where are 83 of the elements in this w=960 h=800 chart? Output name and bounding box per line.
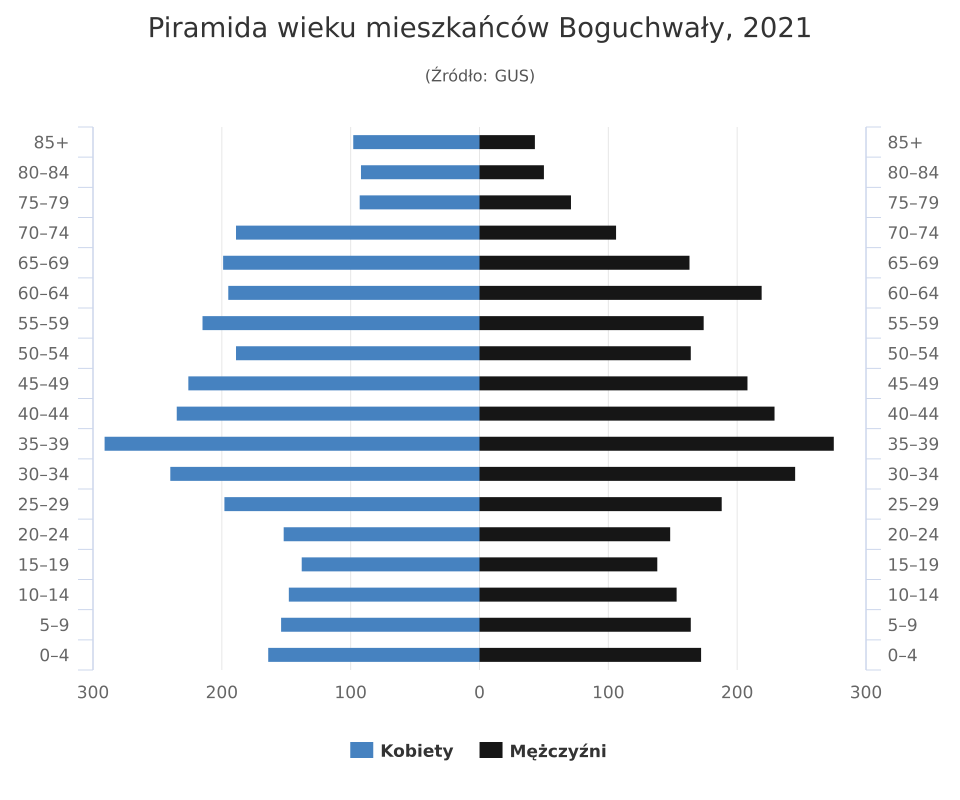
bar <box>480 527 670 542</box>
chart-subtitle: (Źródło: GUS) <box>426 66 534 84</box>
x-tick-label: 200 <box>722 686 752 698</box>
bar <box>480 436 834 451</box>
y2-tick-label: 60–64 <box>18 286 69 300</box>
bar <box>480 135 535 150</box>
y-tick-label: 15–19 <box>889 558 938 571</box>
bar <box>288 588 480 602</box>
y-tick-label: 0–4 <box>888 648 917 662</box>
x-tick-label: 300 <box>851 686 882 698</box>
bar <box>188 376 480 390</box>
x-tick-label: 200 <box>206 686 237 698</box>
bar <box>228 286 480 300</box>
bar <box>284 527 480 542</box>
bar <box>480 256 690 270</box>
y-tick-label: 85+ <box>888 136 922 149</box>
bar <box>480 165 544 180</box>
bar <box>480 618 691 632</box>
y-tick-label: 30–34 <box>888 467 938 480</box>
y2-tick-label: 70–74 <box>19 226 69 240</box>
bar <box>268 648 480 662</box>
bar <box>480 497 722 512</box>
bar <box>176 406 480 421</box>
y-tick-label: 65–69 <box>888 256 938 270</box>
bar <box>281 618 480 632</box>
y2-tick-label: 25–29 <box>18 498 68 511</box>
y-tick-label: 25–29 <box>888 498 938 511</box>
y2-tick-label: 85+ <box>34 136 68 149</box>
bar <box>223 256 480 270</box>
y-tick-label: 40–44 <box>888 407 938 420</box>
bar <box>224 497 480 512</box>
bar <box>353 135 480 150</box>
bar <box>480 195 571 210</box>
x-tick-label: 300 <box>78 686 108 698</box>
y2-tick-label: 40–44 <box>18 407 69 420</box>
y-tick-label: 70–74 <box>888 226 938 240</box>
y-tick-label: 50–54 <box>888 346 938 360</box>
y-tick-label: 5–9 <box>888 618 916 632</box>
y-tick-label: 75–79 <box>888 196 938 209</box>
bar <box>480 466 796 481</box>
legend-label: Mężczyźni <box>511 743 606 761</box>
bar <box>360 195 480 210</box>
y-tick-label: 60–64 <box>888 286 938 300</box>
y2-tick-label: 15–19 <box>20 558 68 571</box>
bar <box>202 316 480 330</box>
y-tick-label: 10–14 <box>889 588 938 602</box>
y-tick-label: 80–84 <box>888 166 938 179</box>
bar <box>302 557 480 572</box>
bar <box>480 588 677 602</box>
y2-tick-label: 80–84 <box>18 166 69 179</box>
y2-tick-label: 65–69 <box>18 256 68 270</box>
bar <box>480 346 691 360</box>
bar <box>480 376 748 390</box>
y-tick-label: 35–39 <box>888 437 938 450</box>
bar <box>480 648 702 662</box>
y2-tick-label: 35–39 <box>19 437 68 450</box>
y2-tick-label: 55–59 <box>19 316 68 330</box>
y2-tick-label: 20–24 <box>18 528 69 541</box>
bar <box>480 316 704 330</box>
y2-tick-label: 50–54 <box>19 346 69 360</box>
bar <box>236 346 480 360</box>
y2-tick-label: 5–9 <box>40 618 68 632</box>
bar <box>480 226 616 240</box>
bar <box>480 286 762 300</box>
bar <box>104 436 480 451</box>
y2-tick-label: 30–34 <box>19 467 69 480</box>
y2-tick-label: 75–79 <box>19 196 68 209</box>
y2-tick-label: 45–49 <box>18 376 68 390</box>
y2-tick-label: 10–14 <box>20 588 69 602</box>
bar <box>480 557 658 572</box>
bar <box>236 226 480 240</box>
legend-label: Kobiety <box>382 744 454 760</box>
x-tick-label: 100 <box>594 686 624 698</box>
bar <box>360 165 480 180</box>
y-tick-label: 45–49 <box>888 376 938 390</box>
y-tick-label: 20–24 <box>888 528 938 541</box>
x-tick-label: 100 <box>336 686 366 698</box>
chart-title: Piramida wieku mieszkańców Boguchwały, 2021 <box>150 15 810 43</box>
y2-tick-label: 0–4 <box>40 648 69 662</box>
bar <box>170 466 480 481</box>
x-tick-label: 0 <box>475 686 484 698</box>
y-tick-label: 55–59 <box>888 316 938 330</box>
bar <box>480 406 775 421</box>
